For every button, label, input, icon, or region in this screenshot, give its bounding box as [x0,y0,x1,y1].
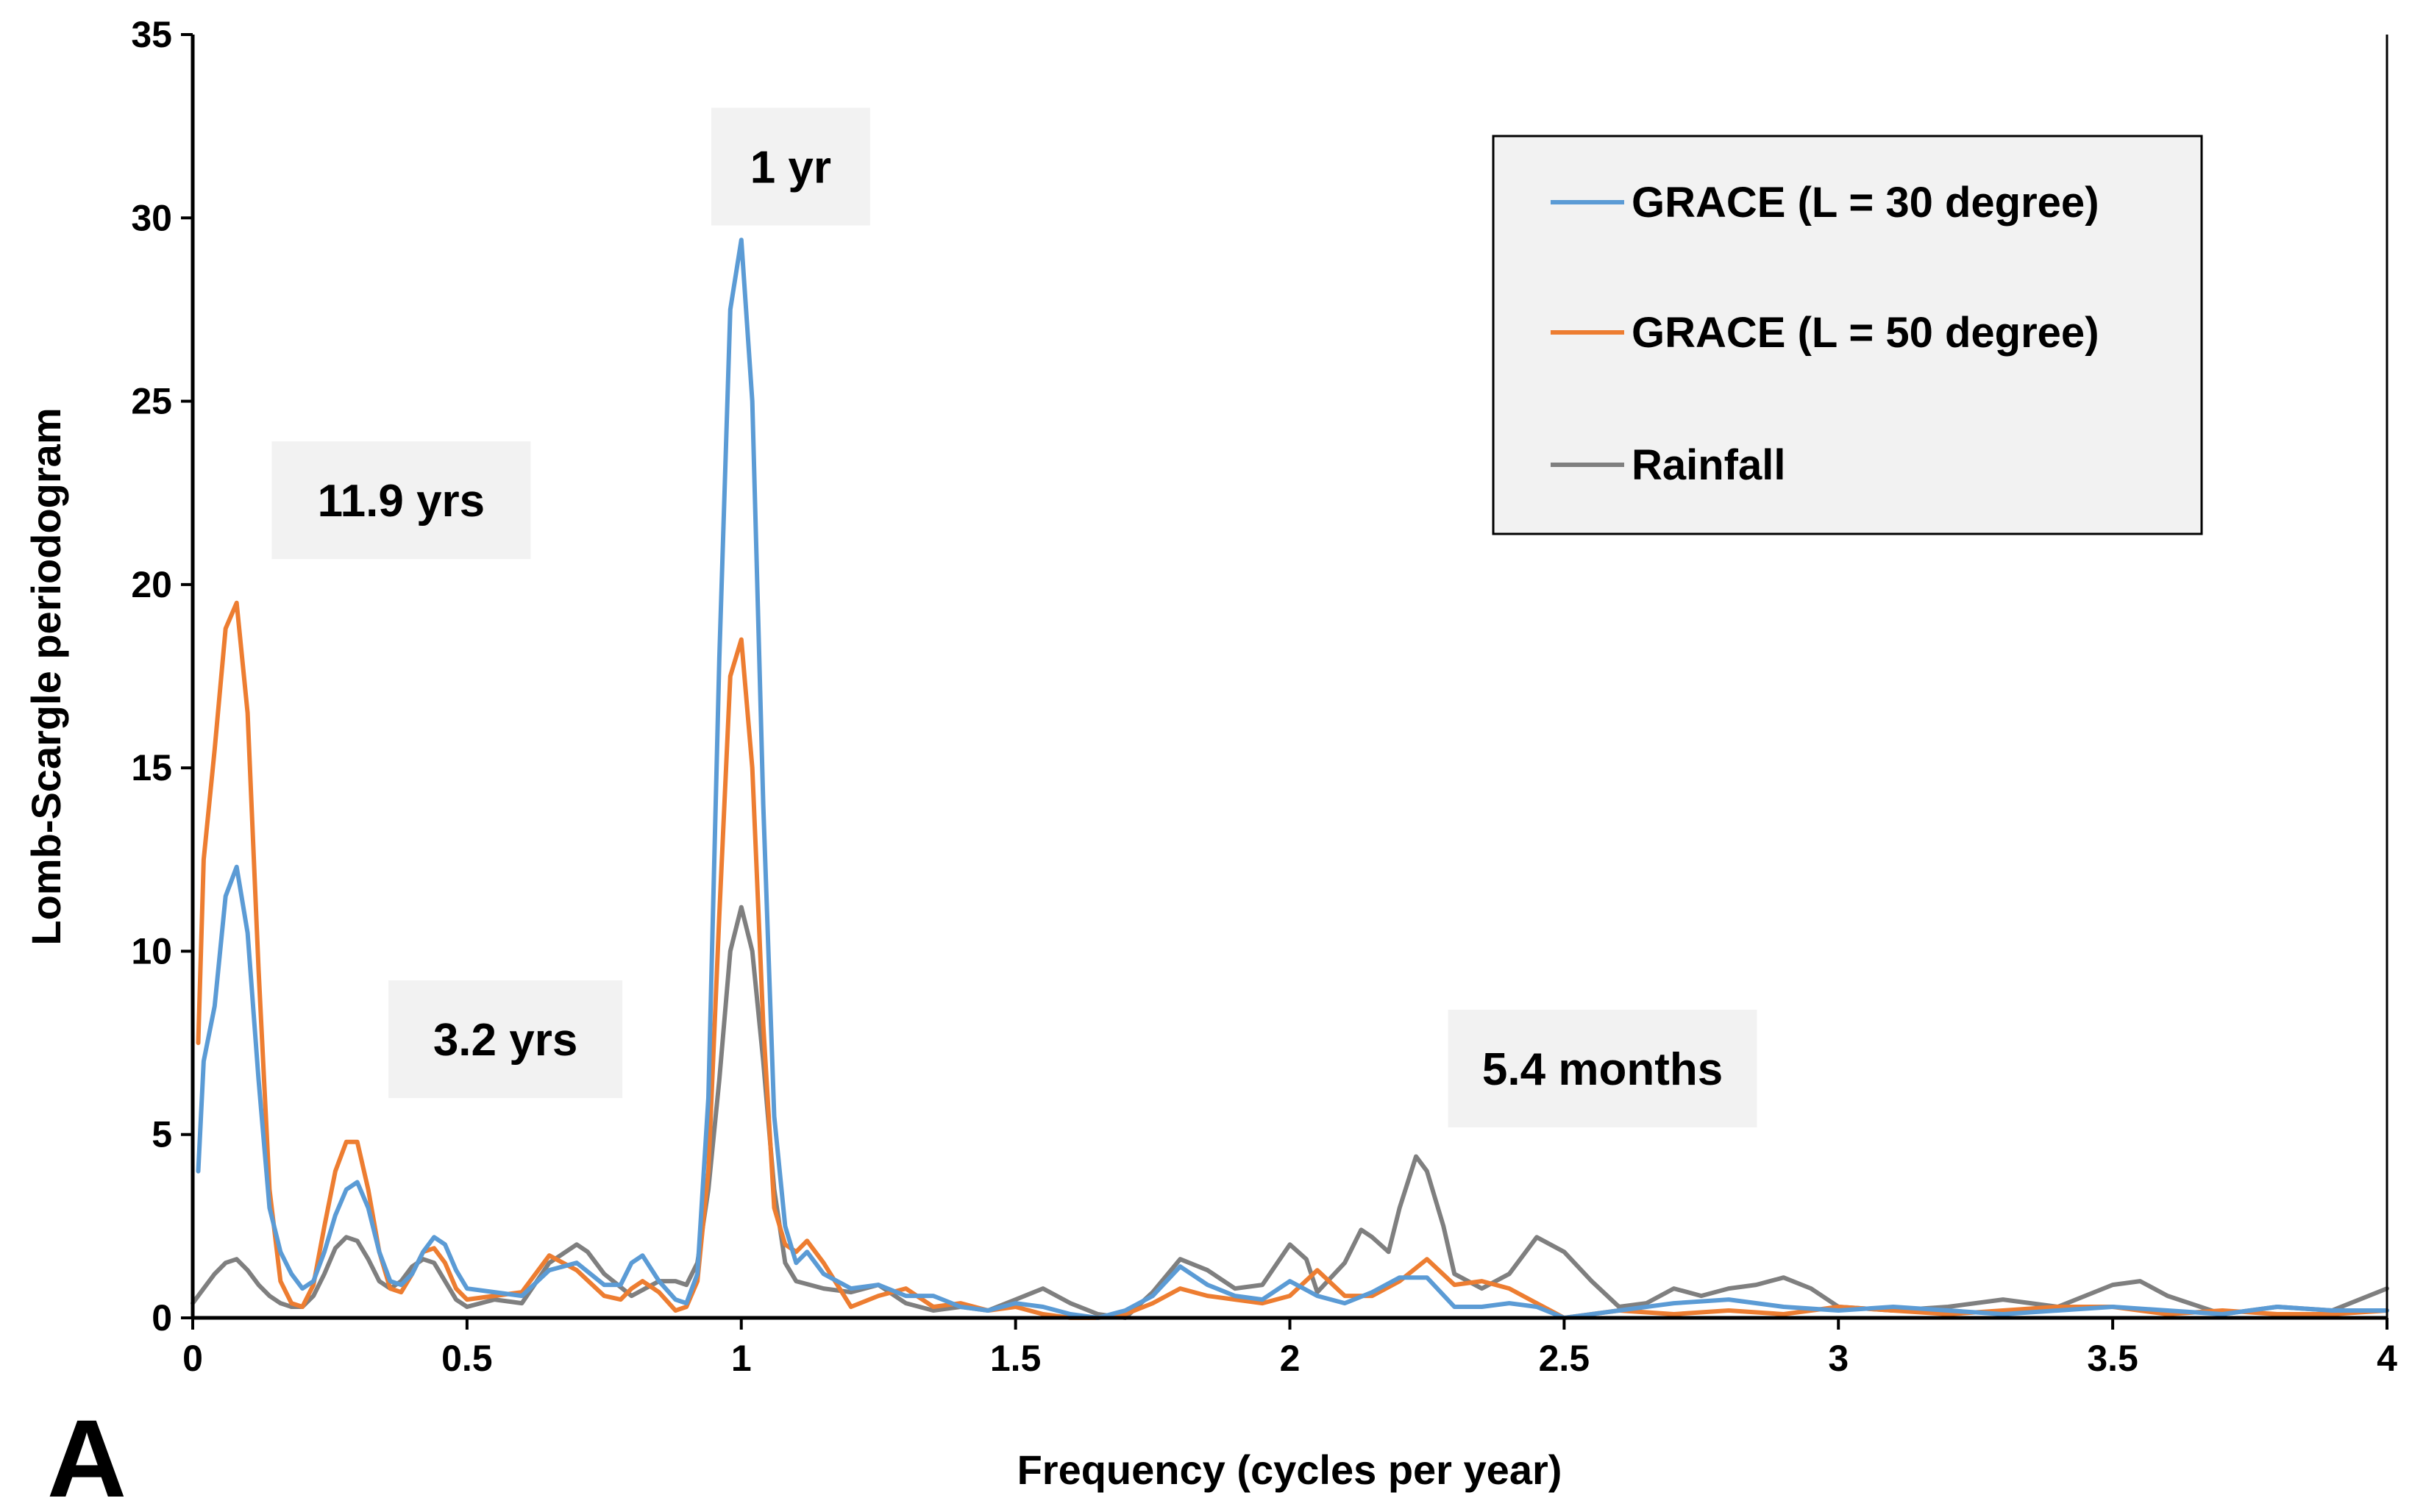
y-axis-title: Lomb-Scargle periodogram [23,407,69,945]
legend-label-1: GRACE (L = 50 degree) [1632,309,2099,357]
x-tick-label: 4 [2377,1338,2397,1379]
legend-label-2: Rainfall [1632,441,1786,489]
annotation-label: 11.9 yrs [271,441,531,560]
y-tick-label: 35 [131,14,172,55]
y-tick-label: 20 [131,564,172,605]
y-tick-label: 25 [131,381,172,422]
panel-label: A [47,1397,127,1512]
annotation-box [388,980,623,1099]
annotation-text: 5.4 months [1482,1044,1723,1095]
legend: GRACE (L = 30 degree) GRACE (L = 50 degre… [1492,135,2203,535]
x-tick-label: 3 [1828,1338,1849,1379]
y-tick-label: 0 [152,1297,172,1338]
x-tick-label: 3.5 [2087,1338,2138,1379]
legend-label-0: GRACE (L = 30 degree) [1632,179,2099,227]
y-tick-label: 30 [131,197,172,238]
annotation-text: 11.9 yrs [318,476,485,527]
annotation-label: 5.4 months [1448,1009,1757,1127]
x-tick-label: 2.5 [1539,1338,1590,1379]
x-tick-label: 0 [182,1338,203,1379]
annotation-box [1448,1009,1757,1127]
x-tick-label: 2 [1280,1338,1301,1379]
x-axis-title: Frequency (cycles per year) [1017,1447,1562,1493]
y-tick-label: 5 [152,1114,172,1155]
x-tick-label: 1.5 [990,1338,1042,1379]
x-tick-label: 0.5 [441,1338,493,1379]
annotation-label: 3.2 yrs [388,980,623,1099]
series-line-2 [191,905,2389,1320]
annotation-box [711,107,870,226]
annotation-text: 3.2 yrs [433,1015,578,1066]
annotation-label: 1 yr [711,107,870,226]
annotation-group: 11.9 yrs 3.2 yrs 1 yr 5.4 months [271,107,1757,1127]
x-tick-group: 0 0.5 1 1.5 2 2.5 3 3.5 4 [182,1318,2397,1379]
y-tick-group: 0 5 10 15 20 25 30 35 [131,14,193,1338]
y-tick-label: 10 [131,930,172,971]
annotation-box [271,441,531,560]
x-tick-label: 1 [731,1338,752,1379]
annotation-text: 1 yr [750,142,831,193]
y-tick-label: 15 [131,747,172,788]
